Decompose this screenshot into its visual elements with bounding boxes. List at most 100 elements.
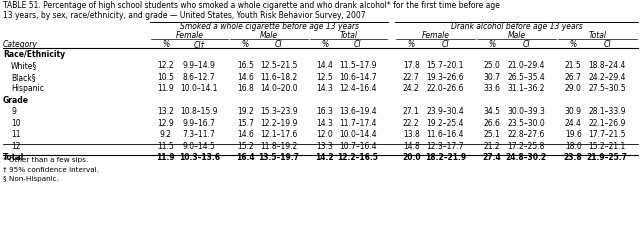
Text: 16.4: 16.4 [236, 153, 254, 162]
Text: 30.0–39.3: 30.0–39.3 [507, 107, 545, 116]
Text: 15.7: 15.7 [237, 119, 254, 128]
Text: 24.2: 24.2 [403, 84, 420, 93]
Text: 27.4: 27.4 [483, 153, 501, 162]
Text: * Other than a few sips.: * Other than a few sips. [3, 157, 88, 163]
Text: 14.2: 14.2 [315, 153, 334, 162]
Text: 12.3–17.7: 12.3–17.7 [426, 142, 464, 151]
Text: 21.5: 21.5 [565, 61, 581, 70]
Text: 10.0–14.4: 10.0–14.4 [339, 130, 377, 139]
Text: 15.2–21.1: 15.2–21.1 [588, 142, 626, 151]
Text: Female: Female [176, 31, 204, 40]
Text: 17.7–21.5: 17.7–21.5 [588, 130, 626, 139]
Text: 9.0–14.5: 9.0–14.5 [183, 142, 215, 151]
Text: 14.8: 14.8 [403, 142, 420, 151]
Text: 22.8–27.6: 22.8–27.6 [508, 130, 545, 139]
Text: 18.0: 18.0 [565, 142, 581, 151]
Text: 24.2–29.4: 24.2–29.4 [588, 73, 626, 82]
Text: 26.5–35.4: 26.5–35.4 [507, 73, 545, 82]
Text: 18.2–21.9: 18.2–21.9 [424, 153, 466, 162]
Text: 9.2: 9.2 [160, 130, 172, 139]
Text: 12.9: 12.9 [158, 119, 174, 128]
Text: 13 years, by sex, race/ethnicity, and grade — United States, Youth Risk Behavior: 13 years, by sex, race/ethnicity, and gr… [3, 11, 365, 20]
Text: 11.5: 11.5 [158, 142, 174, 151]
Text: 17.8: 17.8 [403, 61, 420, 70]
Text: 33.6: 33.6 [484, 84, 501, 93]
Text: 23.8: 23.8 [564, 153, 583, 162]
Text: Male: Male [508, 31, 526, 40]
Text: %: % [321, 40, 328, 49]
Text: Hispanic: Hispanic [11, 84, 44, 93]
Text: 23.9–30.4: 23.9–30.4 [426, 107, 464, 116]
Text: Grade: Grade [3, 96, 29, 105]
Text: 22.0–26.6: 22.0–26.6 [426, 84, 464, 93]
Text: 11.6–16.4: 11.6–16.4 [426, 130, 464, 139]
Text: † 95% confidence interval.: † 95% confidence interval. [3, 166, 99, 172]
Text: 31.1–36.2: 31.1–36.2 [508, 84, 545, 93]
Text: 22.7: 22.7 [403, 73, 420, 82]
Text: 12.2–16.5: 12.2–16.5 [337, 153, 378, 162]
Text: 17.2–25.8: 17.2–25.8 [508, 142, 545, 151]
Text: %: % [488, 40, 496, 49]
Text: 30.7: 30.7 [484, 73, 501, 82]
Text: § Non-Hispanic.: § Non-Hispanic. [3, 176, 59, 182]
Text: 22.1–26.9: 22.1–26.9 [588, 119, 626, 128]
Text: 12.5: 12.5 [316, 73, 333, 82]
Text: %: % [408, 40, 415, 49]
Text: 14.6: 14.6 [237, 73, 254, 82]
Text: 12.1–17.6: 12.1–17.6 [260, 130, 297, 139]
Text: Total: Total [339, 31, 357, 40]
Text: 26.6: 26.6 [484, 119, 501, 128]
Text: 10.8–15.9: 10.8–15.9 [180, 107, 218, 116]
Text: 16.8: 16.8 [237, 84, 254, 93]
Text: 24.4: 24.4 [565, 119, 581, 128]
Text: 7.3–11.7: 7.3–11.7 [183, 130, 215, 139]
Text: CI: CI [603, 40, 611, 49]
Text: 19.6: 19.6 [565, 130, 581, 139]
Text: 10.5: 10.5 [158, 73, 174, 82]
Text: 25.1: 25.1 [484, 130, 501, 139]
Text: 24.8–30.2: 24.8–30.2 [506, 153, 547, 162]
Text: 12.0: 12.0 [316, 130, 333, 139]
Text: 8.6–12.7: 8.6–12.7 [183, 73, 215, 82]
Text: 13.3: 13.3 [316, 142, 333, 151]
Text: 23.5–30.0: 23.5–30.0 [507, 119, 545, 128]
Text: Total: Total [588, 31, 606, 40]
Text: 9.9–16.7: 9.9–16.7 [183, 119, 215, 128]
Text: 16.3: 16.3 [316, 107, 333, 116]
Text: 10: 10 [11, 119, 21, 128]
Text: 11.8–19.2: 11.8–19.2 [260, 142, 297, 151]
Text: Smoked a whole cigarette before age 13 years: Smoked a whole cigarette before age 13 y… [179, 22, 358, 31]
Text: 11.7–17.4: 11.7–17.4 [339, 119, 377, 128]
Text: 11.6–18.2: 11.6–18.2 [260, 73, 297, 82]
Text: 28.1–33.9: 28.1–33.9 [588, 107, 626, 116]
Text: 15.2: 15.2 [237, 142, 254, 151]
Text: 11.5–17.9: 11.5–17.9 [339, 61, 377, 70]
Text: 27.5–30.5: 27.5–30.5 [588, 84, 626, 93]
Text: 29.0: 29.0 [565, 84, 581, 93]
Text: 14.4: 14.4 [316, 61, 333, 70]
Text: 10.3–13.6: 10.3–13.6 [179, 153, 220, 162]
Text: Drank alcohol before age 13 years: Drank alcohol before age 13 years [451, 22, 583, 31]
Text: 25.0: 25.0 [484, 61, 501, 70]
Text: 20.0: 20.0 [402, 153, 420, 162]
Text: 30.9: 30.9 [565, 107, 581, 116]
Text: Female: Female [422, 31, 449, 40]
Text: 26.7: 26.7 [565, 73, 581, 82]
Text: 12.5–21.5: 12.5–21.5 [260, 61, 297, 70]
Text: 34.5: 34.5 [484, 107, 501, 116]
Text: 15.7–20.1: 15.7–20.1 [426, 61, 464, 70]
Text: 22.2: 22.2 [403, 119, 419, 128]
Text: 19.2–25.4: 19.2–25.4 [426, 119, 464, 128]
Text: %: % [162, 40, 169, 49]
Text: Male: Male [260, 31, 278, 40]
Text: 18.8–24.4: 18.8–24.4 [588, 61, 626, 70]
Text: 12.2: 12.2 [158, 61, 174, 70]
Text: 16.5: 16.5 [237, 61, 254, 70]
Text: CI: CI [522, 40, 530, 49]
Text: 10.6–14.7: 10.6–14.7 [339, 73, 377, 82]
Text: 13.2: 13.2 [158, 107, 174, 116]
Text: 14.3: 14.3 [316, 84, 333, 93]
Text: 12: 12 [11, 142, 21, 151]
Text: 19.2: 19.2 [237, 107, 254, 116]
Text: %: % [242, 40, 249, 49]
